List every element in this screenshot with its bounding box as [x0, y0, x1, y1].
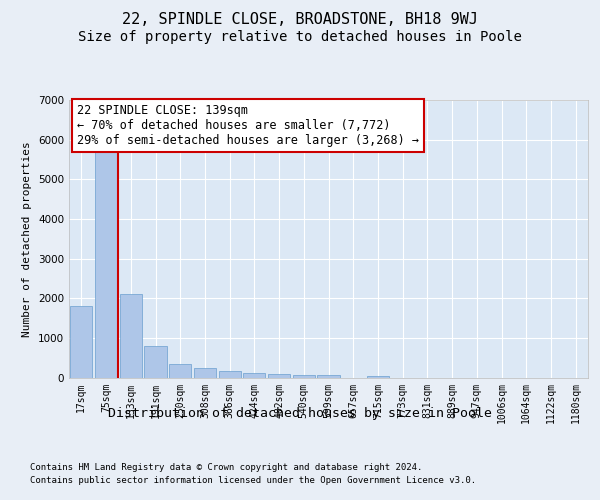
Bar [367, 376, 389, 378]
Bar [293, 374, 315, 378]
Bar [317, 376, 340, 378]
Text: Distribution of detached houses by size in Poole: Distribution of detached houses by size … [108, 408, 492, 420]
Text: Contains HM Land Registry data © Crown copyright and database right 2024.: Contains HM Land Registry data © Crown c… [30, 462, 422, 471]
Y-axis label: Number of detached properties: Number of detached properties [22, 141, 32, 336]
Text: Contains public sector information licensed under the Open Government Licence v3: Contains public sector information licen… [30, 476, 476, 485]
Bar [70, 306, 92, 378]
Bar [95, 152, 117, 378]
Text: 22 SPINDLE CLOSE: 139sqm
← 70% of detached houses are smaller (7,772)
29% of sem: 22 SPINDLE CLOSE: 139sqm ← 70% of detach… [77, 104, 419, 147]
Text: 22, SPINDLE CLOSE, BROADSTONE, BH18 9WJ: 22, SPINDLE CLOSE, BROADSTONE, BH18 9WJ [122, 12, 478, 28]
Bar [268, 374, 290, 378]
Bar [119, 294, 142, 378]
Bar [218, 371, 241, 378]
Text: Size of property relative to detached houses in Poole: Size of property relative to detached ho… [78, 30, 522, 44]
Bar [194, 368, 216, 378]
Bar [169, 364, 191, 378]
Bar [145, 346, 167, 378]
Bar [243, 373, 265, 378]
